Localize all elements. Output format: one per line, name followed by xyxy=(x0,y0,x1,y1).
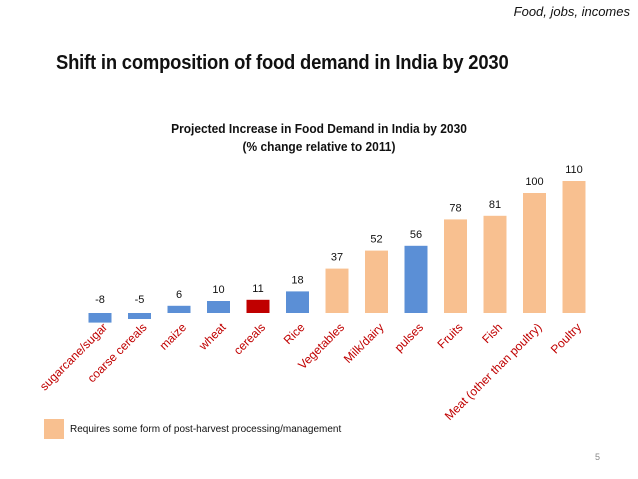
bar-wheat xyxy=(207,301,230,313)
data-label-vegetables: 37 xyxy=(331,252,343,264)
category-label-fruits: Fruits xyxy=(435,320,466,351)
category-label-cereals: cereals xyxy=(231,320,268,357)
category-label-milk-dairy: Milk/dairy xyxy=(341,320,387,366)
data-label-coarse-cereals: -5 xyxy=(135,294,145,306)
bar-vegetables xyxy=(325,268,349,313)
data-label-meat-other-than-poultry: 100 xyxy=(525,176,543,188)
data-label-rice: 18 xyxy=(291,274,303,286)
bar-poultry xyxy=(562,181,586,313)
chart-title: Projected Increase in Food Demand in Ind… xyxy=(171,121,467,136)
category-label-fish: Fish xyxy=(479,320,505,346)
data-label-fruits: 78 xyxy=(449,202,461,214)
chart-subtitle: (% change relative to 2011) xyxy=(242,139,396,154)
legend-label: Requires some form of post-harvest proce… xyxy=(70,423,342,435)
data-label-cereals: 11 xyxy=(252,283,263,295)
data-label-sugarcane-sugar: -8 xyxy=(95,294,105,306)
data-label-fish: 81 xyxy=(489,199,501,211)
category-label-sugarcane-sugar: sugarcane/sugar xyxy=(37,320,110,393)
bar-pulses xyxy=(404,245,428,313)
category-label-wheat: wheat xyxy=(195,320,229,354)
bar-milk-dairy xyxy=(365,250,388,313)
data-label-milk-dairy: 52 xyxy=(370,234,382,246)
legend: Requires some form of post-harvest proce… xyxy=(44,419,341,439)
bar-maize xyxy=(167,305,191,313)
data-label-maize: 6 xyxy=(176,289,182,301)
bar-sugarcane-sugar xyxy=(88,313,112,323)
legend-swatch xyxy=(44,419,64,439)
bar-cereals xyxy=(246,299,270,313)
category-label-rice: Rice xyxy=(281,320,308,347)
category-label-pulses: pulses xyxy=(392,320,426,354)
category-label-poultry: Poultry xyxy=(548,320,584,356)
category-label-maize: maize xyxy=(157,320,190,353)
bar-rice xyxy=(286,291,309,313)
bar-fish xyxy=(483,215,507,313)
bar-coarse-cereals xyxy=(128,313,151,319)
page-number: 5 xyxy=(594,452,600,462)
tagline: Food, jobs, incomes xyxy=(513,4,630,19)
slide-title: Shift in composition of food demand in I… xyxy=(56,52,509,74)
data-label-poultry: 110 xyxy=(565,164,583,176)
data-label-wheat: 10 xyxy=(212,284,224,296)
data-label-pulses: 56 xyxy=(410,229,422,241)
bar-fruits xyxy=(444,219,467,313)
bar-meat-other-than-poultry xyxy=(523,193,546,313)
